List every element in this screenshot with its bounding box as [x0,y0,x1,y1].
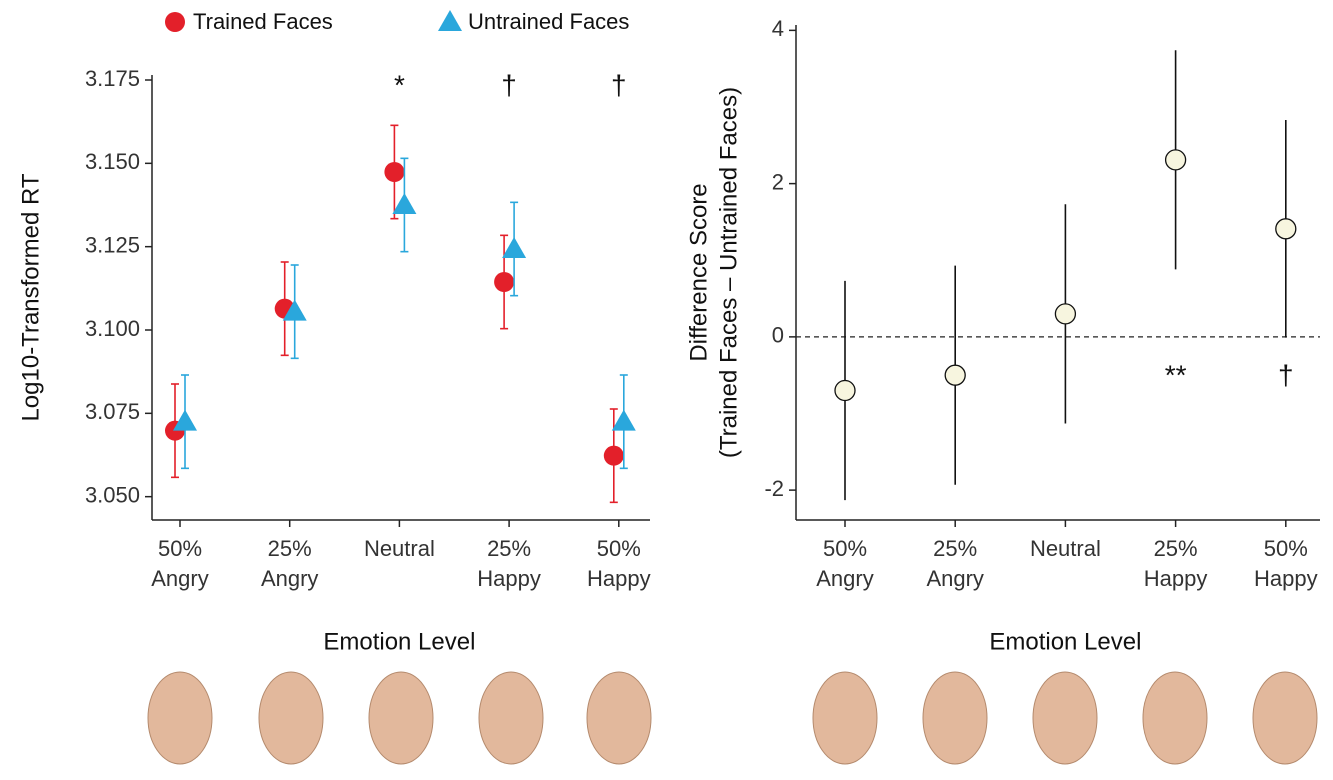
faces [147,671,1318,765]
x-tick-label: 25% Angry [261,536,318,591]
y-tick-label: 0 [772,323,784,348]
marker [944,364,966,386]
marker [1054,303,1077,325]
face-image [1252,671,1318,765]
marker [494,272,515,292]
marker [282,299,307,321]
y-tick-label: 3.100 [85,316,140,341]
x-tick-label: 25% Happy [477,536,541,591]
y-tick-label: -2 [764,476,784,501]
legend-label: Trained Faces [193,9,333,34]
x-tick-label: 50% Angry [151,536,208,591]
face-image [922,671,988,765]
x-tick-label: 50% Happy [1254,536,1318,591]
x-tick-label: 50% Happy [587,536,651,591]
x-tick-label: Neutral [364,536,435,561]
marker [611,409,636,431]
marker [502,237,527,258]
y-axis-label: (Trained Faces – Untrained Faces) [715,87,742,458]
y-axis-label: Log10-Transformed RT [17,173,44,421]
annotation: † [611,69,627,100]
marker [603,445,624,466]
marker [834,379,856,402]
y-tick-label: 2 [772,169,784,194]
y-tick-label: 3.050 [85,482,140,507]
marker [165,12,185,32]
legend-label: Untrained Faces [468,9,629,34]
marker [1164,149,1187,171]
x-tick-label: Neutral [1030,536,1101,561]
y-axis-label: Difference Score [685,183,712,361]
marker [173,409,197,431]
annotation: ** [1165,359,1187,390]
face-image [1032,671,1098,765]
x-tick-label: 50% Angry [816,536,873,591]
y-tick-label: 3.150 [85,149,140,174]
y-tick-label: 3.125 [85,232,140,257]
y-tick-label: 3.075 [85,399,140,424]
y-tick-label: 4 [772,16,784,41]
face-image [1142,671,1208,765]
face-image [586,671,652,765]
marker [438,10,462,31]
annotation: † [1278,359,1294,390]
face-image [812,671,878,765]
face-image [368,671,434,765]
face-image [478,671,544,765]
marker [392,193,417,214]
x-axis-label: Emotion Level [989,628,1141,655]
face-image [147,671,213,765]
y-tick-label: 3.175 [85,66,140,91]
x-tick-label: 25% Happy [1144,536,1208,591]
x-tick-label: 25% Angry [926,536,983,591]
face-image [258,671,324,765]
marker [1275,218,1297,240]
x-axis-label: Emotion Level [323,628,475,655]
annotation: * [394,69,405,100]
marker [384,162,405,182]
annotation: † [501,69,517,100]
